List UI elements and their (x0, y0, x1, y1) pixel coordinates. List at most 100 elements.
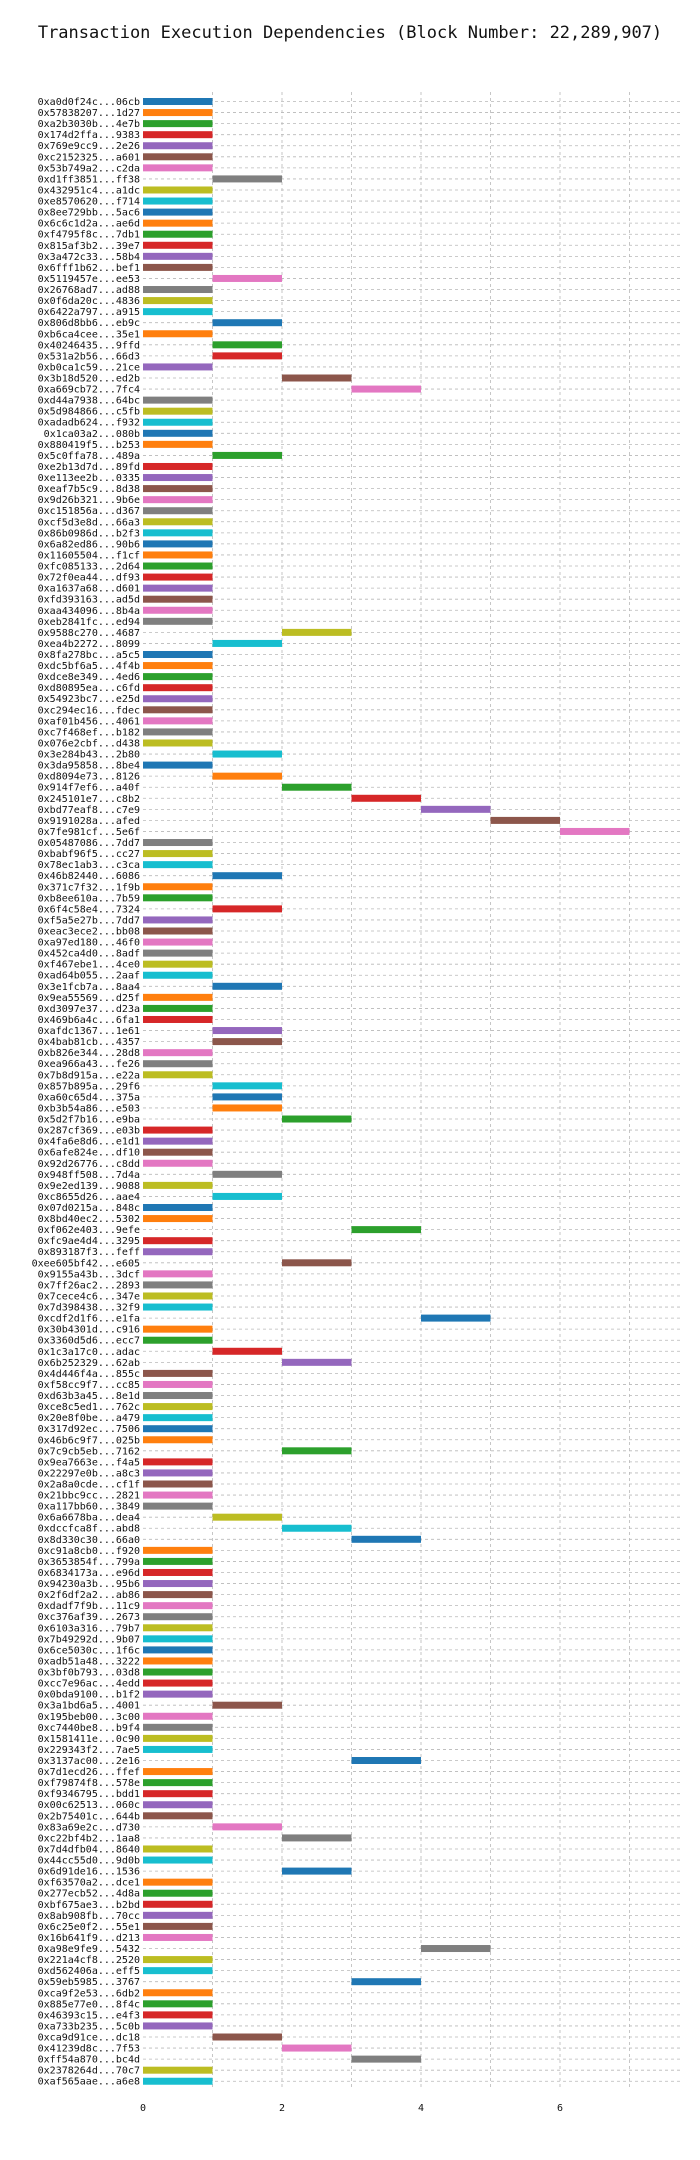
bar (351, 1978, 421, 1986)
y-tick-label: 0x46393c15...e4f3 (38, 2010, 140, 2021)
y-tick-label: 0x893187f3...feff (38, 1247, 140, 1258)
y-tick-label: 0xd44a7938...64bc (38, 396, 140, 407)
bar (143, 662, 213, 670)
bar (143, 617, 213, 625)
y-tick-label: 0x6834173a...e96d (38, 1568, 140, 1579)
bar (143, 595, 213, 603)
y-tick-label: 0xeaf7b5c9...8d38 (38, 484, 140, 495)
bar (143, 197, 213, 205)
y-tick-label: 0x86b0986d...b2f3 (38, 528, 140, 539)
bar (143, 1403, 213, 1411)
bar (143, 916, 213, 924)
y-tick-label: 0xafdc1367...1e61 (38, 1026, 140, 1037)
bar (282, 783, 352, 791)
bar (143, 1580, 213, 1588)
y-tick-label: 0xdccfca8f...abd8 (38, 1524, 140, 1535)
y-tick-label: 0x076e2cbf...d438 (38, 738, 140, 749)
y-tick-label: 0x287cf369...e03b (38, 1126, 140, 1137)
y-tick-label: 0x4fa6e8d6...e1d1 (38, 1137, 140, 1148)
y-tick-label: 0xc294ec16...fdec (38, 705, 140, 716)
y-tick-label: 0x3360d5d6...ecc7 (38, 1336, 140, 1347)
bar (143, 219, 213, 227)
y-tick-label: 0xe2b13d7d...89fd (38, 462, 140, 473)
bar (351, 2055, 421, 2063)
x-tick-label: 4 (418, 2103, 424, 2114)
bar (143, 960, 213, 968)
y-tick-label: 0xadadb624...f932 (38, 418, 140, 429)
y-tick-label: 0xc7f468ef...b182 (38, 727, 140, 738)
y-tick-label: 0x46b6c9f7...025b (38, 1435, 140, 1446)
y-tick-label: 0xe8570620...f714 (38, 197, 140, 208)
y-tick-label: 0x3b18d520...ed2b (38, 374, 140, 385)
bar (143, 850, 213, 858)
y-tick-label: 0x0bda9100...b1f2 (38, 1690, 140, 1701)
bar (143, 1248, 213, 1256)
x-tick-labels: 0 2 4 6 (140, 2103, 563, 2114)
bar (143, 1801, 213, 1809)
grid (143, 92, 680, 2090)
y-tick-labels: 0xa0d0f24c...06cb0x57838207...1d270xa2b3… (32, 97, 140, 2088)
y-tick-label: 0xa117bb60...3849 (38, 1502, 140, 1513)
bar (143, 1325, 213, 1333)
y-tick-label: 0x8ee729bb...5ac6 (38, 208, 140, 219)
x-tick-label: 0 (140, 2103, 146, 2114)
bar (143, 330, 213, 338)
y-tick-label: 0xcc7e96ac...4edd (38, 1679, 140, 1690)
bar (212, 1347, 282, 1355)
bar (143, 1469, 213, 1477)
bar (143, 1668, 213, 1676)
y-tick-label: 0x7d398438...32f9 (38, 1303, 140, 1314)
y-tick-label: 0x452ca4d0...8adf (38, 949, 140, 960)
y-tick-label: 0x7b49292d...9b07 (38, 1634, 140, 1645)
y-tick-label: 0x371c7f32...1f9b (38, 882, 140, 893)
bar (143, 297, 213, 305)
y-tick-label: 0x1c3a17c0...adac (38, 1347, 140, 1358)
bar (143, 98, 213, 105)
bar (212, 1192, 282, 1200)
bar (143, 1922, 213, 1930)
bar (143, 1336, 213, 1344)
chart-title: Transaction Execution Dependencies (Bloc… (38, 23, 662, 43)
y-tick-label: 0x8d330c30...66a0 (38, 1535, 140, 1546)
y-tick-label: 0x8bd40ec2...5302 (38, 1214, 140, 1225)
bar (143, 1480, 213, 1488)
y-tick-label: 0x9ea55569...d25f (38, 993, 140, 1004)
bar (143, 706, 213, 714)
y-tick-label: 0xaf01b456...4061 (38, 716, 140, 727)
bar (143, 1004, 213, 1012)
y-tick-label: 0xf9346795...bdd1 (38, 1789, 140, 1800)
y-tick-label: 0xa2b3030b...4e7b (38, 119, 140, 130)
bar (143, 109, 213, 117)
y-tick-label: 0x92d26776...c8dd (38, 1159, 140, 1170)
y-tick-label: 0x7d1ecd26...ffef (38, 1767, 140, 1778)
bar (143, 396, 213, 404)
y-tick-label: 0x3a1bd6a5...4001 (38, 1701, 140, 1712)
y-tick-label: 0x9191028a...afed (38, 816, 140, 827)
y-tick-label: 0x6c6c1d2a...ae6d (38, 219, 140, 230)
y-tick-label: 0xee605bf42...e605 (32, 1258, 140, 1269)
y-tick-label: 0x22297e0b...a8c3 (38, 1468, 140, 1479)
bar (143, 164, 213, 172)
y-tick-label: 0x914f7ef6...a40f (38, 783, 140, 794)
bar (143, 418, 213, 426)
bar (143, 407, 213, 415)
y-tick-label: 0x6a82ed86...90b6 (38, 539, 140, 550)
bar (212, 639, 282, 647)
bar (212, 2033, 282, 2041)
bar (143, 485, 213, 493)
y-tick-label: 0xe113ee2b...0335 (38, 473, 140, 484)
y-tick-label: 0x30b4301d...c916 (38, 1325, 140, 1336)
y-tick-label: 0xdce8e349...4ed6 (38, 672, 140, 683)
y-tick-label: 0x806d8bb6...eb9c (38, 318, 140, 329)
y-tick-label: 0x9e2ed139...9088 (38, 1181, 140, 1192)
y-tick-label: 0x41239d8c...7f53 (38, 2044, 140, 2055)
y-tick-label: 0xbabf96f5...cc27 (38, 849, 140, 860)
bar (143, 1712, 213, 1720)
y-tick-label: 0x44cc55d0...9d0b (38, 1856, 140, 1867)
y-tick-label: 0x2a8a0cde...cf1f (38, 1480, 140, 1491)
bar (143, 1967, 213, 1975)
y-tick-label: 0x00c62513...060c (38, 1800, 140, 1811)
bar (143, 1557, 213, 1565)
y-tick-label: 0xf5a5e27b...7dd7 (38, 915, 140, 926)
bar (212, 1823, 282, 1831)
